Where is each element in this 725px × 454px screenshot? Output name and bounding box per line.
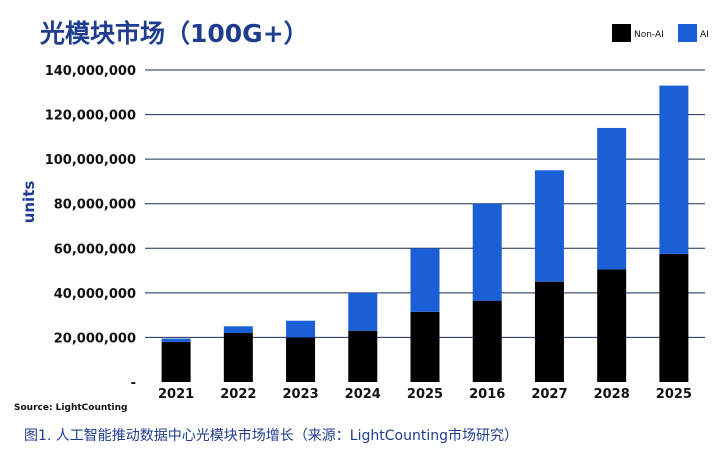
y-tick-label: 60,000,000 — [54, 242, 136, 257]
bar-ai-2025 — [410, 248, 440, 312]
y-axis-ticks: - 20,000,000 40,000,000 60,000,000 80,000,00… — [45, 64, 136, 391]
bar-non-ai-2023 — [286, 337, 316, 382]
legend: Non-AI AI — [612, 24, 709, 42]
figure-caption: 图1. 人工智能推动数据中心光模块市场增长（来源：LightCounting市场… — [24, 427, 518, 444]
x-tick-label: 2022 — [220, 387, 256, 402]
x-tick-label: 2028 — [594, 387, 630, 402]
bar-ai-2025 — [659, 85, 689, 254]
y-tick-label: 80,000,000 — [54, 198, 136, 213]
bar-non-ai-2025 — [410, 311, 440, 382]
y-tick-label: 120,000,000 — [45, 109, 136, 124]
legend-label: AI — [700, 30, 709, 40]
y-tick-label: - — [131, 376, 136, 391]
y-tick-label: 140,000,000 — [45, 64, 136, 79]
x-axis-ticks: 2021 2022 2023 2024 2025 2016 2027 2028 2025 — [158, 387, 692, 402]
bar-ai-2021 — [161, 338, 191, 342]
bar-ai-2028 — [597, 127, 627, 270]
x-tick-label: 2023 — [282, 387, 318, 402]
y-tick-label: 20,000,000 — [54, 331, 136, 346]
bar-non-ai-2022 — [223, 332, 253, 382]
chart-title: 光模块市场（100G+） — [39, 19, 309, 48]
bar-ai-2022 — [223, 326, 253, 333]
x-tick-label: 2016 — [469, 387, 505, 402]
y-tick-label: 40,000,000 — [54, 287, 136, 302]
bar-non-ai-2016 — [472, 300, 502, 382]
x-tick-label: 2021 — [158, 387, 194, 402]
x-tick-label: 2025 — [407, 387, 443, 402]
bar-ai-2027 — [534, 170, 564, 282]
y-tick-label: 100,000,000 — [45, 153, 136, 168]
x-tick-label: 2027 — [531, 387, 567, 402]
y-axis-label: units — [20, 181, 38, 224]
bar-ai-2016 — [472, 203, 502, 301]
legend-swatch — [678, 24, 697, 42]
x-tick-label: 2024 — [345, 387, 381, 402]
bar-non-ai-2021 — [161, 341, 191, 382]
bar-non-ai-2028 — [597, 269, 627, 382]
bars — [161, 85, 689, 382]
bar-non-ai-2024 — [348, 330, 378, 382]
bar-ai-2023 — [286, 320, 316, 338]
bar-ai-2024 — [348, 292, 378, 331]
legend-label: Non-AI — [634, 30, 664, 40]
legend-swatch — [612, 24, 631, 42]
x-tick-label: 2025 — [656, 387, 692, 402]
source-note: Source: LightCounting — [14, 403, 128, 413]
bar-non-ai-2025 — [659, 253, 689, 382]
bar-non-ai-2027 — [534, 281, 564, 382]
